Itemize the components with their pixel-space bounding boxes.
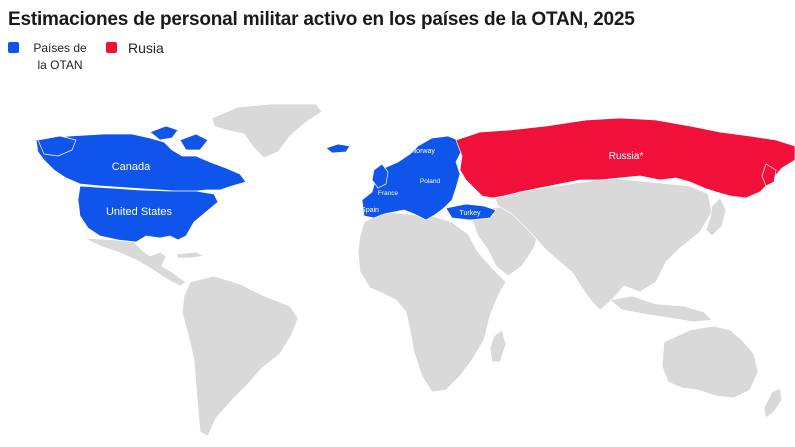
region-canada-arctic <box>149 125 179 141</box>
region-uk <box>371 163 389 189</box>
region-alaska <box>37 135 77 157</box>
region-australia <box>661 325 759 399</box>
label-turkey: Turkey <box>459 210 481 217</box>
label-russia: Russia* <box>609 151 644 162</box>
label-canada: Canada <box>112 161 151 173</box>
region-asia <box>493 177 713 311</box>
label-norway: Norway <box>411 148 435 155</box>
region-europe-nato <box>361 135 463 221</box>
region-turkey <box>445 203 497 221</box>
region-south-america <box>181 275 299 437</box>
label-united-states: United States <box>106 206 173 218</box>
region-iceland <box>325 143 351 154</box>
region-russia-sakhalin <box>761 163 777 187</box>
region-africa <box>357 211 507 393</box>
region-canada-arctic-2 <box>179 133 209 151</box>
region-new-zealand <box>763 387 783 419</box>
legend-label-russia: Rusia <box>128 40 164 56</box>
legend-item-nato: Países de la OTAN <box>8 40 90 74</box>
region-canada <box>35 133 247 193</box>
region-japan <box>705 197 727 237</box>
region-greenland <box>211 103 323 159</box>
chart-title: Estimaciones de personal militar activo … <box>8 9 635 30</box>
region-united-states <box>77 185 219 243</box>
legend-label-nato: Países de la OTAN <box>33 41 87 72</box>
legend-item-russia: Rusia <box>106 40 164 56</box>
label-poland: Poland <box>420 178 441 185</box>
label-spain: Spain <box>361 207 379 214</box>
region-indonesia <box>609 295 713 323</box>
region-mexico-central-america <box>83 237 187 287</box>
legend: Países de la OTAN Rusia <box>8 40 180 74</box>
region-madagascar <box>489 329 507 363</box>
region-russia <box>455 117 795 199</box>
legend-swatch-russia <box>106 42 117 53</box>
region-caribbean <box>175 251 205 259</box>
label-france: France <box>378 190 399 197</box>
legend-swatch-nato <box>8 42 19 53</box>
